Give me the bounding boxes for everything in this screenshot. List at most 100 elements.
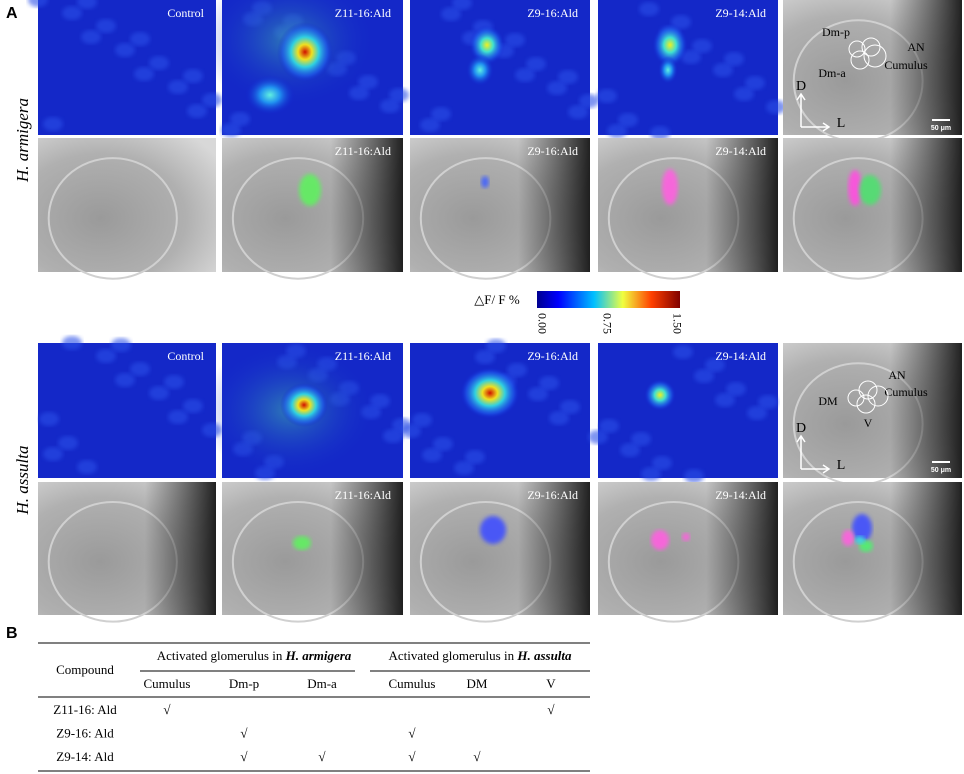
noise (639, 2, 659, 16)
noise (766, 100, 786, 114)
noise (134, 67, 154, 81)
glomerulus-overlay (682, 533, 690, 541)
noise (528, 387, 548, 401)
noise (183, 399, 203, 413)
noise (422, 448, 442, 462)
noise (715, 393, 735, 407)
noise (758, 395, 778, 409)
glomerulus-outline (861, 37, 881, 57)
anatomy-label: AN (907, 40, 925, 54)
image-label: Z9-14:Ald (715, 6, 766, 20)
compound-name: Z11-16: Ald (53, 702, 117, 717)
noise (77, 0, 97, 9)
noise (221, 123, 241, 137)
shading (222, 482, 403, 615)
species-label: H. armigera (13, 98, 32, 183)
noise (130, 32, 150, 46)
noise (465, 450, 485, 464)
image-label: Z9-14:Ald (715, 144, 766, 158)
noise (607, 124, 627, 138)
check-mark: √ (163, 702, 171, 717)
noise (694, 369, 714, 383)
scale-label: 50 μm (931, 467, 951, 474)
noise (202, 93, 222, 107)
image-label: Z9-14:Ald (715, 488, 766, 502)
noise (618, 113, 638, 127)
shading (410, 138, 590, 272)
noise (81, 30, 101, 44)
column-header: Dm-p (229, 676, 259, 691)
anatomy-label: Cumulus (884, 58, 928, 72)
header-text: Activated glomerulus in (388, 648, 517, 663)
image-label: Z11-16:Ald (335, 144, 391, 158)
activity-spot (466, 54, 494, 86)
anatomy-label: Dm-a (818, 66, 846, 80)
activity-spot (245, 75, 295, 115)
glomerulus-overlay (480, 516, 506, 544)
noise (111, 338, 131, 352)
noise (230, 112, 250, 126)
noise (568, 105, 588, 119)
glomerulus-overlay (842, 530, 854, 546)
shading (38, 482, 216, 615)
noise (650, 126, 670, 140)
column-header: Cumulus (144, 676, 191, 691)
check-mark: √ (547, 702, 555, 717)
noise (726, 382, 746, 396)
glomerulus-overlay (651, 530, 669, 550)
image-label: Z11-16:Ald (335, 488, 391, 502)
noise (475, 350, 495, 364)
noise (349, 86, 369, 100)
noise (115, 43, 135, 57)
noise (389, 88, 409, 102)
shading (783, 482, 962, 615)
column-header: Dm-a (307, 676, 337, 691)
activity-spot (460, 367, 520, 419)
anatomy-image (38, 138, 216, 272)
group-header: Activated glomerulus in H. assulta (388, 648, 572, 663)
noise (486, 339, 506, 353)
glomerulus-overlay (662, 169, 678, 205)
noise (183, 69, 203, 83)
check-mark: √ (473, 749, 481, 764)
anatomy-label: DM (818, 394, 838, 408)
noise (599, 419, 619, 433)
noise (452, 0, 472, 10)
noise (673, 345, 693, 359)
noise (558, 70, 578, 84)
activity-spot (644, 379, 676, 411)
orientation-label: D (796, 79, 806, 94)
colorbar-tick: 0.00 (535, 313, 549, 334)
compound-name: Z9-16: Ald (56, 725, 114, 740)
compound-name: Z9-14: Ald (56, 749, 114, 764)
noise (734, 87, 754, 101)
colorbar-tick: 1.50 (670, 313, 684, 334)
glomerulus-overlay (848, 170, 862, 206)
noise (515, 68, 535, 82)
noise (433, 437, 453, 451)
noise (684, 469, 704, 483)
noise (526, 57, 546, 71)
orientation-arrows (796, 92, 831, 132)
noise (168, 80, 188, 94)
anatomy-label: Dm-p (822, 25, 850, 39)
response-image (38, 0, 216, 135)
glomerulus-overlay (859, 175, 881, 205)
noise (39, 412, 59, 426)
noise (713, 63, 733, 77)
noise (62, 336, 82, 350)
noise (597, 89, 617, 103)
noise (149, 386, 169, 400)
noise (641, 467, 661, 481)
image-grid (28, 0, 962, 623)
noise (28, 0, 48, 7)
noise (652, 456, 672, 470)
noise (560, 400, 580, 414)
noise (431, 107, 451, 121)
anatomy-label: V (864, 416, 873, 430)
column-header: V (546, 676, 556, 691)
noise (420, 118, 440, 132)
glomerulus-overlay (299, 174, 321, 206)
